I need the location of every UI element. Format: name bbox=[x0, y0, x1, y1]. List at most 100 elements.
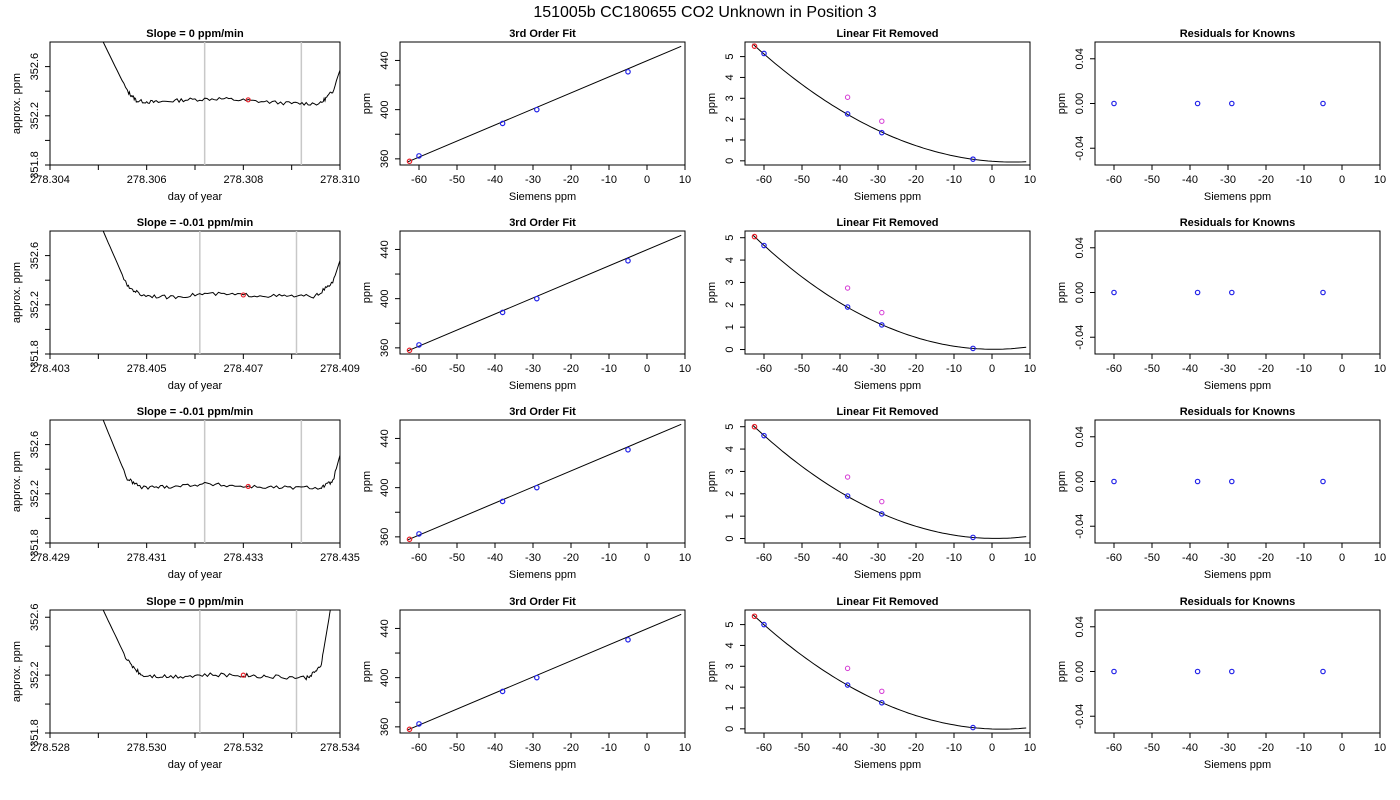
known-standard-point bbox=[499, 309, 506, 316]
x-axis-label: Siemens ppm bbox=[854, 569, 921, 581]
x-tick-label: -10 bbox=[946, 742, 962, 754]
x-tick-label: -50 bbox=[794, 552, 810, 564]
known-standard-point bbox=[878, 322, 885, 328]
y-tick-label: 400 bbox=[379, 668, 391, 686]
y-tick-label: 352.2 bbox=[29, 661, 41, 689]
x-tick-label: -10 bbox=[601, 552, 617, 564]
x-tick-label: -50 bbox=[1144, 363, 1160, 375]
unknown-sample-point bbox=[751, 613, 758, 620]
x-tick-label: 278.310 bbox=[320, 174, 360, 186]
plot-frame bbox=[399, 41, 686, 166]
y-axis-label: approx. ppm bbox=[11, 451, 23, 512]
known-standard-point bbox=[1194, 289, 1201, 296]
x-tick-label: -40 bbox=[832, 742, 848, 754]
raw-known-point bbox=[844, 665, 851, 672]
y-tick-label: 352.6 bbox=[29, 431, 41, 459]
plot-frame bbox=[744, 230, 1031, 355]
known-standard-point bbox=[878, 699, 885, 706]
y-tick-label: 3 bbox=[724, 95, 736, 101]
y-tick-label: 4 bbox=[724, 642, 736, 648]
y-tick-label: 1 bbox=[724, 137, 736, 143]
plot-frame bbox=[399, 419, 686, 544]
chart-panel: Residuals for Knowns -60 -50 -40 -30 -20 -10 0 1… bbox=[1056, 406, 1386, 581]
y-tick-label: 0.04 bbox=[1074, 616, 1086, 637]
x-tick-label: 10 bbox=[679, 363, 691, 375]
known-standard-point bbox=[1320, 289, 1326, 296]
chart-panel: 3rd Order Fit -60 -50 -40 -30 -20 -10 0 10 360 400… bbox=[361, 217, 691, 392]
y-axis-label: ppm bbox=[706, 282, 718, 303]
y-tick-label: 0.04 bbox=[1074, 48, 1086, 69]
x-tick-label: -40 bbox=[487, 174, 503, 186]
known-standard-point bbox=[625, 636, 631, 643]
x-tick-label: 278.308 bbox=[223, 174, 263, 186]
x-tick-label: -10 bbox=[1296, 552, 1312, 564]
x-axis-label: Siemens ppm bbox=[1204, 569, 1271, 581]
chart-panel: Slope = -0.01 ppm/min 278.403 278.405 278.4… bbox=[11, 217, 360, 392]
chart-panel: Slope = -0.01 ppm/min 278.429 278.431 278.4… bbox=[11, 406, 360, 581]
panel-title: Residuals for Knowns bbox=[1180, 406, 1296, 418]
x-axis-label: Siemens ppm bbox=[509, 569, 576, 581]
known-standard-point bbox=[1229, 100, 1235, 107]
x-axis-label: Siemens ppm bbox=[509, 191, 576, 203]
known-standard-point bbox=[533, 674, 540, 681]
plot-frame bbox=[744, 41, 1031, 166]
chart-panel: Linear Fit Removed -60 -50 -40 -30 -20 -10 0 10 0… bbox=[706, 217, 1036, 392]
x-tick-label: 278.429 bbox=[30, 552, 70, 564]
plot-area bbox=[751, 43, 1027, 163]
x-tick-label: -50 bbox=[449, 552, 465, 564]
x-tick-label: 278.530 bbox=[127, 742, 167, 754]
x-tick-label: -60 bbox=[411, 363, 427, 375]
x-tick-label: 278.405 bbox=[127, 363, 167, 375]
plot-area bbox=[1111, 478, 1326, 485]
known-standard-point bbox=[499, 688, 506, 695]
panel-title: Residuals for Knowns bbox=[1180, 217, 1296, 229]
x-tick-label: 278.409 bbox=[320, 363, 360, 375]
panel-title: Slope = 0 ppm/min bbox=[146, 596, 244, 608]
y-tick-label: -0.04 bbox=[1074, 514, 1086, 539]
panel-title: 3rd Order Fit bbox=[509, 596, 576, 608]
y-tick-label: 4 bbox=[724, 74, 736, 80]
plot-area bbox=[751, 613, 1027, 731]
quadratic-fit-curve bbox=[752, 43, 1027, 163]
x-tick-label: -30 bbox=[525, 742, 541, 754]
x-tick-label: -50 bbox=[1144, 742, 1160, 754]
x-tick-label: -30 bbox=[1220, 363, 1236, 375]
unknown-sample-point bbox=[751, 423, 758, 430]
y-tick-label: 2 bbox=[724, 116, 736, 122]
x-tick-label: -20 bbox=[908, 552, 924, 564]
x-tick-label: -60 bbox=[411, 742, 427, 754]
known-standard-point bbox=[970, 345, 976, 352]
plot-frame bbox=[399, 609, 686, 734]
x-axis-label: day of year bbox=[168, 759, 223, 771]
known-standard-point bbox=[625, 446, 631, 453]
plot-area bbox=[406, 423, 682, 543]
known-standard-point bbox=[1194, 478, 1201, 485]
panel-title: 3rd Order Fit bbox=[509, 406, 576, 418]
x-tick-label: 0 bbox=[989, 174, 995, 186]
quadratic-fit-curve bbox=[752, 614, 1027, 730]
known-standard-point bbox=[761, 242, 767, 249]
x-tick-label: 278.304 bbox=[30, 174, 70, 186]
known-standard-point bbox=[878, 129, 885, 136]
plot-area bbox=[1111, 668, 1326, 675]
main-title: 151005b CC180655 CO2 Unknown in Position… bbox=[533, 4, 876, 21]
panel-title: Slope = 0 ppm/min bbox=[146, 28, 244, 40]
y-tick-label: 4 bbox=[724, 446, 736, 452]
quadratic-fit-curve bbox=[752, 234, 1027, 350]
x-tick-label: 10 bbox=[1024, 174, 1036, 186]
x-tick-label: 0 bbox=[644, 363, 650, 375]
known-standard-point bbox=[416, 531, 422, 537]
known-standard-point bbox=[844, 111, 851, 117]
unknown-sample-point bbox=[751, 233, 758, 240]
y-tick-label: 351.8 bbox=[29, 340, 41, 368]
x-axis-label: Siemens ppm bbox=[854, 191, 921, 203]
y-axis-label: ppm bbox=[1056, 661, 1068, 682]
chart-panel: Residuals for Knowns -60 -50 -40 -30 -20 -10 0 1… bbox=[1056, 596, 1386, 771]
known-standard-point bbox=[1320, 100, 1326, 107]
x-tick-label: -60 bbox=[756, 552, 772, 564]
x-tick-label: -10 bbox=[601, 174, 617, 186]
x-tick-label: -60 bbox=[756, 363, 772, 375]
x-tick-label: 278.534 bbox=[320, 742, 360, 754]
y-tick-label: 0.04 bbox=[1074, 237, 1086, 258]
x-tick-label: -60 bbox=[411, 174, 427, 186]
